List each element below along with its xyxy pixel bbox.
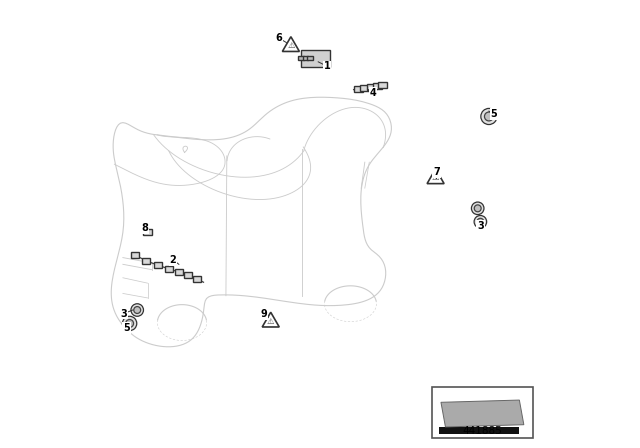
Text: 5: 5 bbox=[123, 323, 130, 333]
FancyBboxPatch shape bbox=[164, 266, 173, 271]
Text: 3: 3 bbox=[120, 309, 127, 319]
FancyBboxPatch shape bbox=[378, 82, 387, 88]
Text: 9: 9 bbox=[260, 310, 268, 319]
Circle shape bbox=[477, 218, 484, 225]
FancyBboxPatch shape bbox=[175, 269, 183, 275]
FancyBboxPatch shape bbox=[301, 50, 330, 67]
FancyBboxPatch shape bbox=[367, 84, 376, 90]
Polygon shape bbox=[439, 427, 520, 434]
FancyBboxPatch shape bbox=[298, 56, 304, 60]
Text: 441885: 441885 bbox=[463, 426, 502, 436]
Text: 3: 3 bbox=[477, 221, 484, 231]
Text: ⚠: ⚠ bbox=[432, 173, 439, 182]
Circle shape bbox=[125, 319, 134, 327]
FancyBboxPatch shape bbox=[353, 86, 362, 92]
FancyBboxPatch shape bbox=[307, 56, 313, 60]
Circle shape bbox=[134, 306, 141, 314]
Text: 7: 7 bbox=[433, 168, 440, 177]
Circle shape bbox=[131, 304, 143, 316]
FancyBboxPatch shape bbox=[184, 272, 192, 278]
FancyBboxPatch shape bbox=[154, 263, 162, 268]
Polygon shape bbox=[441, 400, 524, 427]
Text: ⚠: ⚠ bbox=[287, 41, 294, 50]
Circle shape bbox=[474, 215, 486, 228]
FancyBboxPatch shape bbox=[143, 229, 152, 235]
FancyBboxPatch shape bbox=[193, 276, 201, 282]
FancyBboxPatch shape bbox=[373, 83, 382, 89]
FancyBboxPatch shape bbox=[432, 387, 533, 438]
Circle shape bbox=[122, 316, 137, 331]
FancyBboxPatch shape bbox=[142, 258, 150, 263]
FancyBboxPatch shape bbox=[303, 56, 308, 60]
Text: 1: 1 bbox=[324, 61, 330, 71]
Text: 4: 4 bbox=[369, 88, 376, 98]
Circle shape bbox=[481, 108, 497, 125]
Text: 6: 6 bbox=[275, 33, 282, 43]
Text: 5: 5 bbox=[490, 109, 497, 119]
Text: ⚠: ⚠ bbox=[267, 317, 275, 326]
FancyBboxPatch shape bbox=[360, 85, 369, 90]
Text: 8: 8 bbox=[141, 224, 148, 233]
Circle shape bbox=[474, 205, 481, 212]
Text: 2: 2 bbox=[170, 255, 177, 265]
FancyBboxPatch shape bbox=[131, 253, 140, 258]
Circle shape bbox=[484, 112, 493, 121]
Circle shape bbox=[472, 202, 484, 215]
